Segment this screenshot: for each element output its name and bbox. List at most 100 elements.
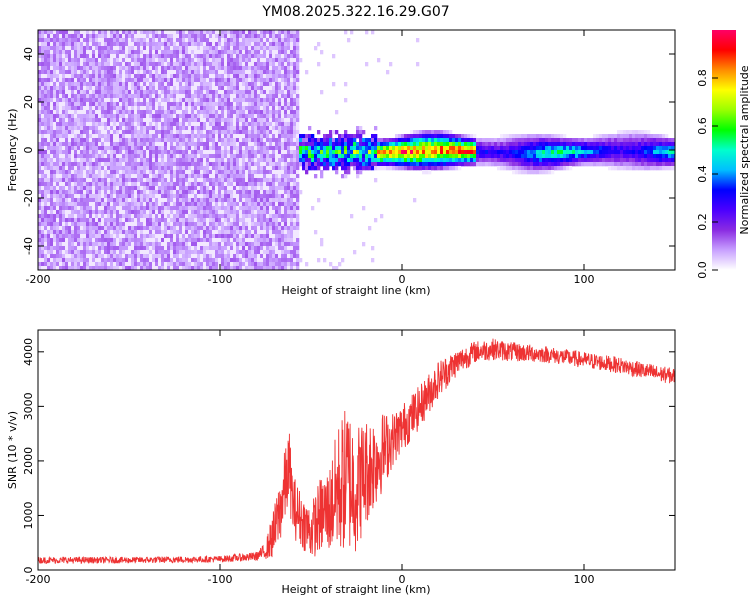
heatmap-cell	[188, 82, 192, 87]
heatmap-cell	[125, 90, 129, 95]
heatmap-cell	[242, 154, 246, 159]
heatmap-cell	[263, 250, 267, 255]
heatmap-cell	[86, 250, 90, 255]
heatmap-cell	[227, 222, 231, 227]
heatmap-cell	[170, 230, 174, 235]
heatmap-cell	[188, 58, 192, 63]
heatmap-cell	[71, 166, 75, 171]
heatmap-cell	[77, 214, 81, 219]
heatmap-cell	[95, 114, 99, 119]
heatmap-cell	[140, 62, 144, 67]
heatmap-cell	[38, 190, 42, 195]
heatmap-cell	[233, 62, 237, 67]
heatmap-cell	[269, 190, 273, 195]
heatmap-cell	[143, 222, 147, 227]
heatmap-cell	[254, 222, 258, 227]
heatmap-cell	[47, 34, 51, 39]
heatmap-cell	[47, 230, 51, 235]
heatmap-cell	[197, 146, 201, 151]
heatmap-cell	[65, 46, 69, 51]
heatmap-cell	[275, 82, 279, 87]
heatmap-cell	[254, 166, 258, 171]
heatmap-cell	[86, 186, 90, 191]
heatmap-cell	[209, 234, 213, 239]
heatmap-cell	[269, 70, 273, 75]
heatmap-cell	[56, 74, 60, 79]
heatmap-cell	[182, 182, 186, 187]
heatmap-cell	[68, 34, 72, 39]
heatmap-cell	[224, 234, 228, 239]
heatmap-cell	[47, 106, 51, 111]
heatmap-cell	[275, 254, 279, 259]
heatmap-cell	[275, 166, 279, 171]
heatmap-cell	[203, 106, 207, 111]
heatmap-cell	[209, 258, 213, 263]
heatmap-cell	[143, 138, 147, 143]
heatmap-cell	[44, 98, 48, 103]
heatmap-cell	[113, 114, 117, 119]
heatmap-cell	[206, 138, 210, 143]
heatmap-cell	[278, 262, 282, 267]
heatmap-cell	[236, 194, 240, 199]
heatmap-cell	[215, 86, 219, 91]
heatmap-cell	[179, 106, 183, 111]
heatmap-cell	[68, 82, 72, 87]
heatmap-cell	[47, 54, 51, 59]
heatmap-cell	[269, 198, 273, 203]
heatmap-cell	[101, 98, 105, 103]
heatmap-cell	[107, 182, 111, 187]
heatmap-cell	[179, 218, 183, 223]
heatmap-cell	[62, 114, 66, 119]
heatmap-cell	[173, 138, 177, 143]
heatmap-cell	[272, 182, 276, 187]
heatmap-cell	[149, 206, 153, 211]
heatmap-cell	[272, 154, 276, 159]
heatmap-cell	[56, 254, 60, 259]
heatmap-cell	[65, 234, 69, 239]
heatmap-cell	[143, 154, 147, 159]
heatmap-cell	[191, 190, 195, 195]
heatmap-cell	[206, 222, 210, 227]
heatmap-cell	[107, 158, 111, 163]
heatmap-cell	[140, 110, 144, 115]
heatmap-cell	[47, 46, 51, 51]
heatmap-cell	[230, 162, 234, 167]
heatmap-cell	[257, 30, 261, 35]
heatmap-cell	[206, 194, 210, 199]
heatmap-cell	[242, 258, 246, 263]
heatmap-cell	[281, 206, 285, 211]
heatmap-cell	[134, 122, 138, 127]
heatmap-cell	[263, 126, 267, 131]
heatmap-cell	[59, 174, 63, 179]
heatmap-cell	[203, 246, 207, 251]
heatmap-cell	[218, 122, 222, 127]
heatmap-cell	[92, 94, 96, 99]
heatmap-cell	[227, 210, 231, 215]
heatmap-cell	[38, 222, 42, 227]
heatmap-cell	[59, 134, 63, 139]
heatmap-cell	[248, 238, 252, 243]
heatmap-cell	[68, 158, 72, 163]
heatmap-cell	[167, 78, 171, 83]
heatmap-cell	[209, 190, 213, 195]
heatmap-cell	[44, 94, 48, 99]
heatmap-cell	[161, 202, 165, 207]
heatmap-cell	[203, 206, 207, 211]
heatmap-cell	[125, 266, 129, 270]
heatmap-cell	[62, 98, 66, 103]
heatmap-cell	[266, 110, 270, 115]
heatmap-cell	[170, 142, 174, 147]
heatmap-cell	[227, 114, 231, 119]
heatmap-cell	[125, 30, 129, 35]
heatmap-cell	[245, 54, 249, 59]
heatmap-cell	[242, 74, 246, 79]
heatmap-cell	[278, 258, 282, 263]
heatmap-cell	[98, 82, 102, 87]
heatmap-cell	[197, 74, 201, 79]
heatmap-cell	[230, 30, 234, 35]
heatmap-cell	[185, 46, 189, 51]
heatmap-cell	[128, 98, 132, 103]
heatmap-cell	[281, 146, 285, 151]
heatmap-cell	[146, 210, 150, 215]
heatmap-cell	[125, 162, 129, 167]
